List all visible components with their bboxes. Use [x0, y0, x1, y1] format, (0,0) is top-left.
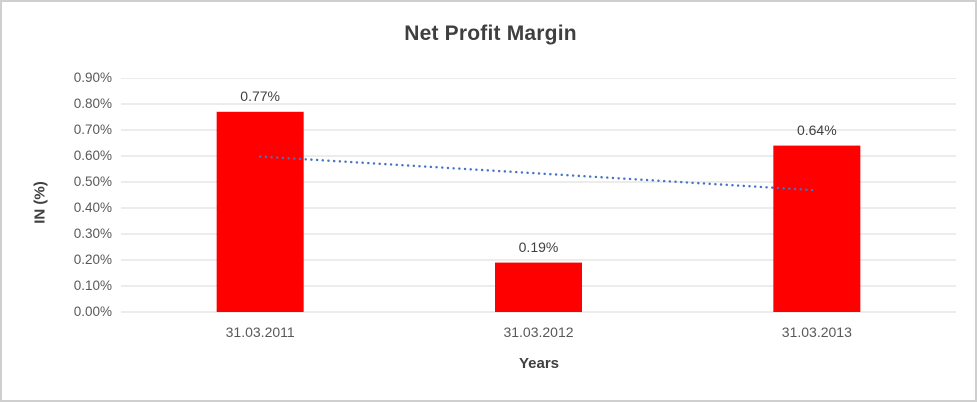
x-axis-title: Years — [518, 355, 560, 372]
bar-data-label: 0.77% — [240, 87, 280, 104]
bar-31.03.2013 — [773, 145, 861, 312]
y-tick-label: 0.00% — [73, 304, 112, 319]
y-tick-label: 0.50% — [73, 174, 112, 189]
trendline — [258, 155, 819, 192]
y-tick-label: 0.90% — [73, 70, 112, 85]
y-tick-label: 0.40% — [73, 200, 112, 215]
chart-title: Net Profit Margin — [404, 22, 577, 45]
y-tick-label: 0.20% — [73, 252, 112, 267]
x-tick-label: 31.03.2013 — [781, 324, 852, 340]
y-tick-label: 0.60% — [73, 148, 112, 163]
bar-data-label: 0.64% — [796, 121, 837, 138]
bar-31.03.2011 — [216, 111, 304, 312]
y-tick-label: 0.80% — [73, 96, 112, 111]
x-tick-label: 31.03.2012 — [503, 324, 574, 340]
x-tick-label: 31.03.2011 — [225, 324, 295, 340]
y-axis-title: IN (%) — [31, 181, 49, 224]
y-tick-label: 0.30% — [73, 226, 112, 241]
bar-31.03.2012 — [495, 262, 582, 312]
plot-area — [121, 78, 956, 313]
y-tick-label: 0.10% — [73, 278, 112, 293]
bar-data-label: 0.19% — [518, 238, 559, 255]
y-tick-label: 0.70% — [73, 122, 112, 137]
